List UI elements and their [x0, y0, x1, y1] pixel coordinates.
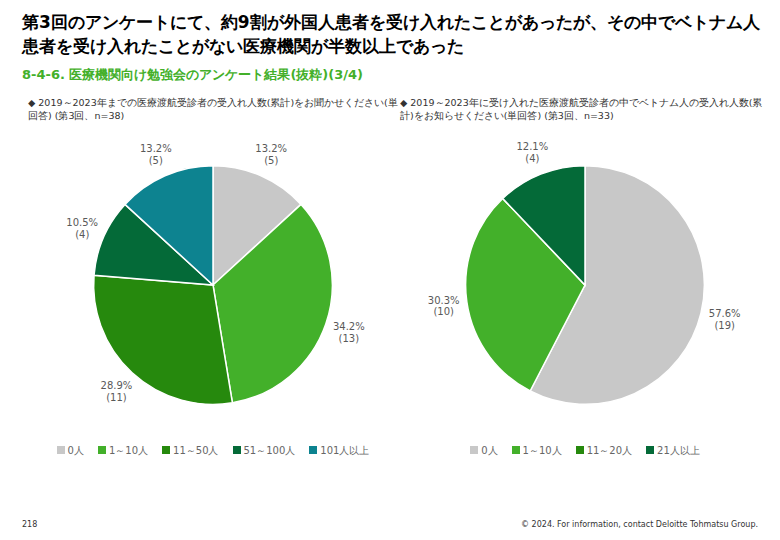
html-text:21人以上: 21人以上	[657, 445, 700, 456]
html-text:◆ 2019～2023年に受け入れた医療渡航受診者の中でベト: ◆ 2019～2023年に受け入れた医療渡航受診者の中でベトナム人の受入れ人数(…	[400, 97, 763, 121]
svg-text:34.2%(13): 34.2%(13)	[333, 321, 365, 344]
svg-text:10.5%(4): 10.5%(4)	[66, 217, 98, 240]
svg-text:30.3%(10): 30.3%(10)	[428, 294, 460, 317]
html-text:第3回のアンケートにて、約9割が外国人患者を受け入れたことが: 第3回のアンケートにて、約9割が外国人患者を受け入れたことがあったが、その中でベ…	[22, 12, 760, 56]
html-text:218: 218	[22, 520, 38, 529]
html-text:1～10人: 1～10人	[109, 445, 148, 456]
svg-text:28.9%(11): 28.9%(11)	[101, 380, 133, 403]
svg-text:13.2%(5): 13.2%(5)	[140, 143, 172, 166]
html-text:51～100人: 51～100人	[243, 445, 296, 456]
html-text:0人: 0人	[481, 445, 498, 456]
html-text:11～50人: 11～50人	[173, 445, 219, 456]
html-text:11～20人: 11～20人	[586, 445, 633, 456]
svg-text:12.1%(4): 12.1%(4)	[516, 141, 548, 164]
svg-text:13.2%(5): 13.2%(5)	[255, 143, 287, 166]
html-text:1～10人: 1～10人	[522, 445, 562, 456]
html-text:◆ 2019～2023年までの医療渡航受診者の受入れ人数(累: ◆ 2019～2023年までの医療渡航受診者の受入れ人数(累計)をお聞かせくださ…	[28, 97, 398, 121]
html-text:0人: 0人	[67, 445, 84, 456]
html-text:101人以上: 101人以上	[320, 445, 370, 456]
html-text:© 2024. For information, conta: © 2024. For information, contact Deloitt…	[521, 520, 758, 529]
html-text:8-4-6. 医療機関向け勉強会のアンケート結果(抜粋)(3: 8-4-6. 医療機関向け勉強会のアンケート結果(抜粋)(3/4)	[22, 67, 363, 82]
svg-text:57.6%(19): 57.6%(19)	[709, 308, 741, 331]
